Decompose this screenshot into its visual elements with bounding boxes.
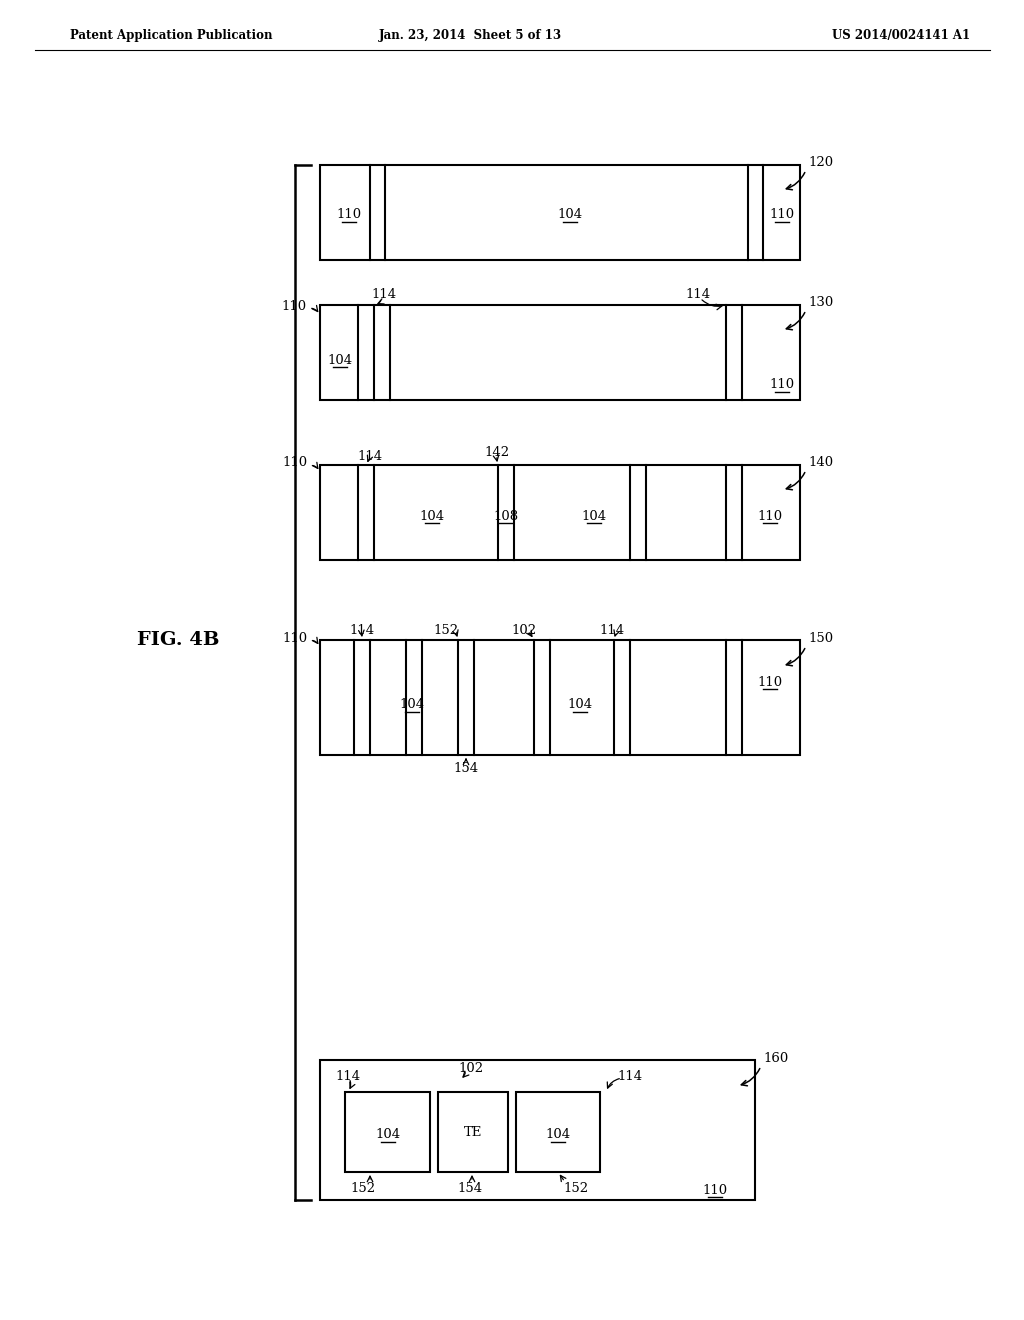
Text: 114: 114 [357, 450, 383, 462]
Text: 104: 104 [546, 1129, 570, 1142]
Text: 150: 150 [808, 631, 834, 644]
Text: 110: 110 [758, 676, 782, 689]
Text: 104: 104 [399, 698, 425, 711]
Text: 120: 120 [808, 156, 834, 169]
Bar [319, 1060, 755, 1200]
Text: 110: 110 [769, 379, 795, 392]
Text: 102: 102 [511, 623, 537, 636]
Text: 104: 104 [567, 698, 593, 711]
Text: 130: 130 [808, 296, 834, 309]
Text: 142: 142 [484, 446, 510, 458]
Bar [345, 1092, 430, 1172]
Bar [319, 640, 800, 755]
Text: Patent Application Publication: Patent Application Publication [70, 29, 272, 41]
Text: 104: 104 [582, 510, 606, 523]
Text: FIG. 4B: FIG. 4B [137, 631, 219, 649]
Text: 108: 108 [494, 510, 518, 523]
Text: 110: 110 [283, 457, 308, 470]
Text: 152: 152 [350, 1181, 376, 1195]
Text: 110: 110 [758, 510, 782, 523]
Text: 110: 110 [282, 300, 307, 313]
Text: 152: 152 [563, 1181, 589, 1195]
Text: 110: 110 [337, 209, 361, 222]
Text: 114: 114 [617, 1069, 643, 1082]
Text: 104: 104 [420, 510, 444, 523]
Text: 114: 114 [599, 623, 625, 636]
Bar [319, 165, 800, 260]
Bar [319, 305, 800, 400]
Text: 154: 154 [454, 762, 478, 775]
Text: 140: 140 [808, 455, 834, 469]
Bar [516, 1092, 600, 1172]
Text: US 2014/0024141 A1: US 2014/0024141 A1 [831, 29, 970, 41]
Text: 104: 104 [557, 209, 583, 222]
Text: 104: 104 [376, 1129, 400, 1142]
Text: 114: 114 [349, 623, 375, 636]
Text: 154: 154 [458, 1181, 482, 1195]
Text: 114: 114 [372, 289, 396, 301]
Bar [438, 1092, 508, 1172]
Text: 114: 114 [336, 1069, 360, 1082]
Text: 110: 110 [769, 209, 795, 222]
Text: 104: 104 [328, 354, 352, 367]
Text: 110: 110 [283, 631, 308, 644]
Text: 110: 110 [702, 1184, 728, 1196]
Text: 102: 102 [459, 1061, 483, 1074]
Text: TE: TE [464, 1126, 482, 1138]
Text: 152: 152 [433, 623, 459, 636]
Text: Jan. 23, 2014  Sheet 5 of 13: Jan. 23, 2014 Sheet 5 of 13 [379, 29, 561, 41]
Text: 160: 160 [763, 1052, 788, 1064]
Bar [319, 465, 800, 560]
Text: 114: 114 [685, 289, 711, 301]
